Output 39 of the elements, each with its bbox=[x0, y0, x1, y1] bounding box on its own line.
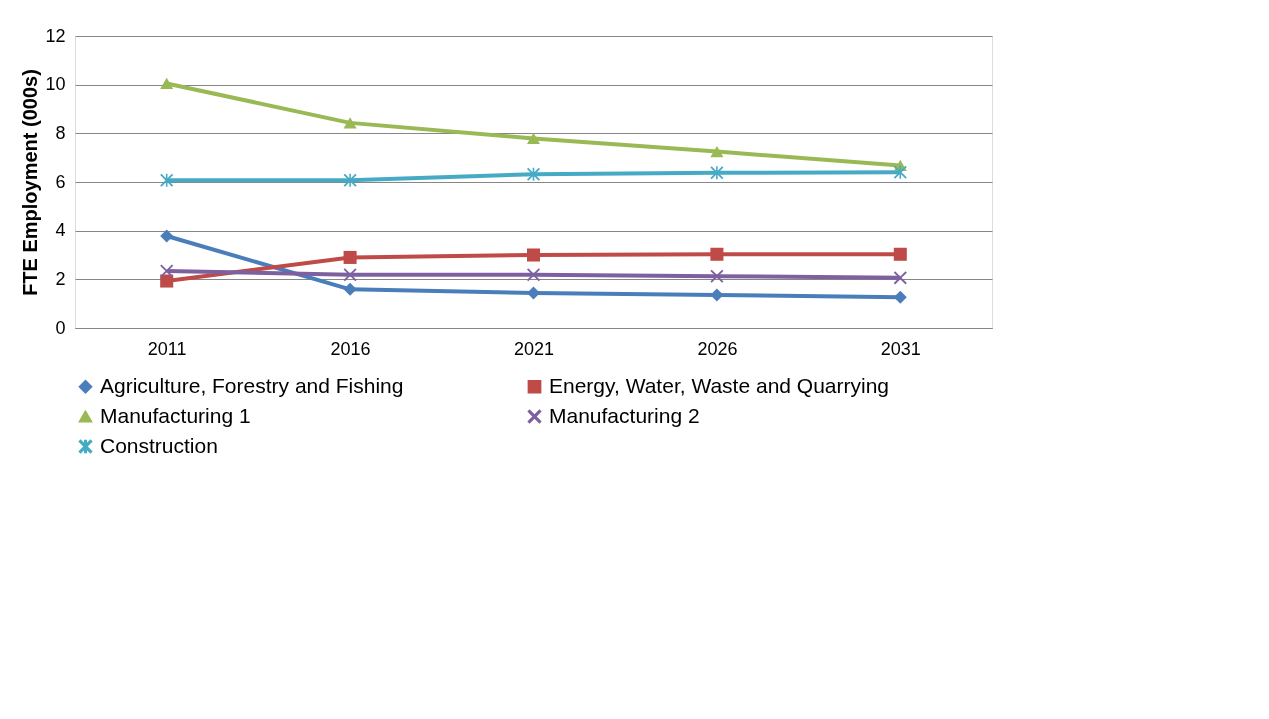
point bbox=[160, 229, 174, 243]
point bbox=[160, 274, 174, 288]
y-tick-label: 2 bbox=[55, 268, 66, 289]
legend-label: Manufacturing 1 bbox=[100, 403, 251, 427]
point bbox=[160, 264, 174, 278]
legend-label: Manufacturing 2 bbox=[549, 403, 700, 427]
x-tick-label: 2026 bbox=[697, 338, 738, 359]
y-tick-label: 0 bbox=[55, 317, 66, 338]
point bbox=[343, 250, 357, 264]
point bbox=[526, 268, 541, 282]
point bbox=[526, 167, 541, 181]
x-tick-label: 2016 bbox=[330, 338, 371, 359]
y-tick-label: 6 bbox=[55, 171, 66, 192]
point bbox=[710, 247, 724, 261]
y-tick-label: 10 bbox=[45, 74, 66, 95]
point bbox=[526, 248, 541, 262]
point bbox=[710, 269, 724, 283]
x-tick-label: 2031 bbox=[880, 338, 921, 359]
point bbox=[343, 268, 357, 282]
x-tick-label: 2011 bbox=[147, 338, 187, 359]
point bbox=[710, 288, 724, 302]
point bbox=[343, 173, 357, 187]
legend-label: Energy, Water, Waste and Quarrying bbox=[549, 373, 890, 397]
y-tick-label: 12 bbox=[45, 25, 66, 46]
point bbox=[710, 166, 724, 180]
point bbox=[893, 290, 907, 304]
point bbox=[343, 282, 357, 296]
point bbox=[710, 145, 724, 158]
y-tick-label: 8 bbox=[55, 122, 66, 143]
point bbox=[893, 247, 907, 261]
point bbox=[893, 271, 907, 285]
point bbox=[160, 77, 174, 90]
x-tick-label: 2021 bbox=[513, 338, 555, 359]
legend-label: Agriculture, Forestry and Fishing bbox=[100, 373, 404, 397]
legend-label: Construction bbox=[100, 433, 218, 457]
y-tick-label: 4 bbox=[55, 220, 66, 241]
point bbox=[526, 132, 541, 145]
y-axis-title: FTE Employment (000s) bbox=[19, 69, 42, 296]
point bbox=[343, 117, 357, 129]
